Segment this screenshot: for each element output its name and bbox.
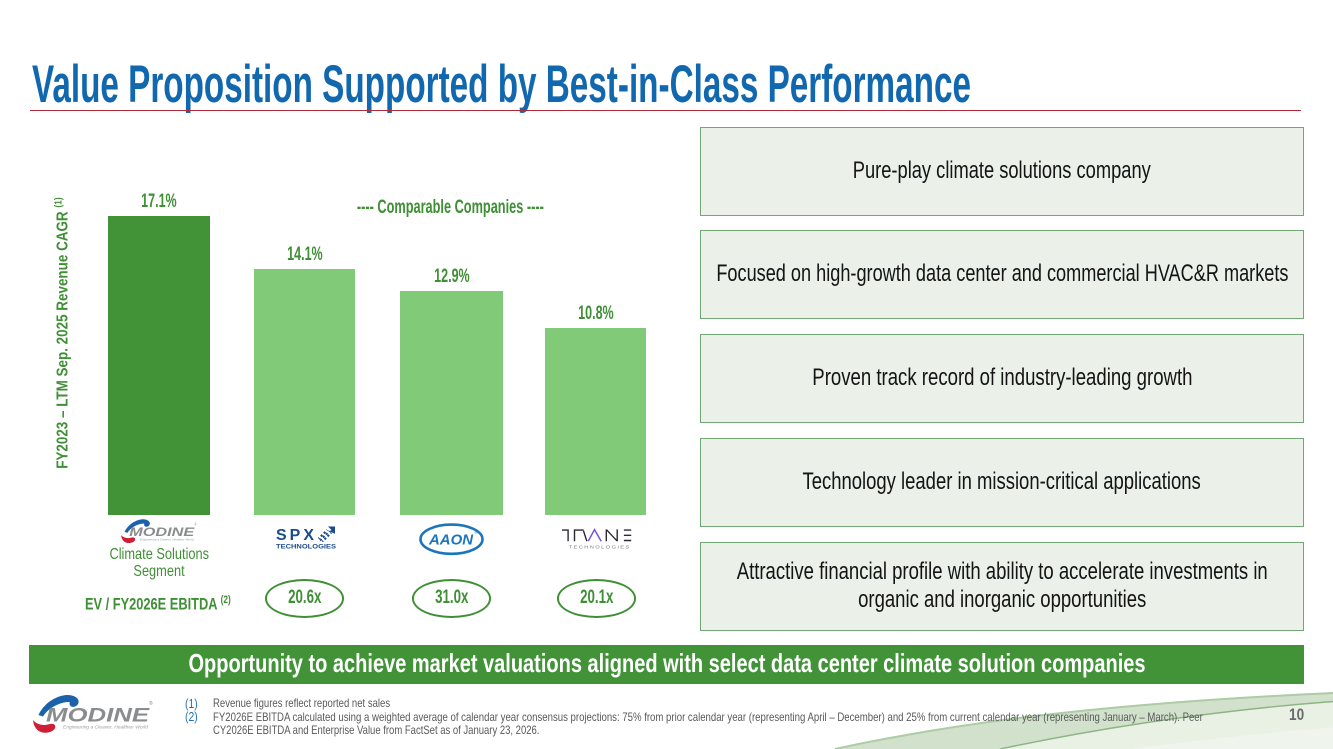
svg-text:®: ® <box>194 523 197 527</box>
svg-text:MODINE: MODINE <box>46 706 151 727</box>
svg-text:TECHNOLOGIES: TECHNOLOGIES <box>276 544 336 551</box>
svg-text:TECHNOLOGIES: TECHNOLOGIES <box>569 544 631 549</box>
svg-text:MODINE: MODINE <box>129 525 195 539</box>
svg-text:SPX: SPX <box>276 527 317 544</box>
svg-text:Engineering a Cleaner, Healthi: Engineering a Cleaner, Healthier World <box>63 725 149 730</box>
svg-text:AAON: AAON <box>428 532 474 548</box>
svg-text:®: ® <box>149 700 153 707</box>
svg-text:Engineering a Cleaner, Healthi: Engineering a Cleaner, Healthier World <box>140 538 194 542</box>
svg-text:®: ® <box>475 529 479 535</box>
